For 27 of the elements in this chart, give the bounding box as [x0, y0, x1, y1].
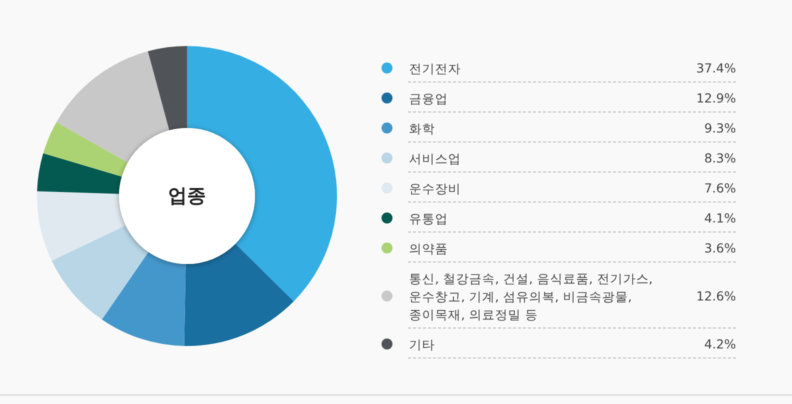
data-label: 8.3% — [704, 150, 736, 166]
legend-label: 금융업 — [409, 90, 448, 106]
donut-slice — [102, 252, 186, 346]
donut-slice — [37, 191, 126, 261]
legend-label: 기타 — [409, 336, 435, 352]
data-label: 12.9% — [696, 90, 736, 106]
donut-slice — [184, 244, 294, 346]
donut-slice — [37, 153, 122, 194]
donut-slice — [148, 46, 187, 130]
text: 업종 — [168, 185, 206, 207]
legend-label: 서비스업 — [409, 150, 461, 166]
data-label: 12.6% — [696, 288, 736, 304]
donut-slice — [56, 51, 170, 162]
data-label: 7.6% — [704, 180, 736, 196]
data-label: 3.6% — [704, 240, 736, 256]
legend-label: 전기전자 — [409, 60, 461, 76]
data-label: 4.2% — [704, 336, 736, 352]
data-label: 4.1% — [704, 210, 736, 226]
data-label: 9.3% — [704, 120, 736, 136]
legend-label: 의약품 — [409, 240, 448, 256]
legend-label: 통신, 철강금속, 건설, 음식료품, 전기가스, 운수창고, 기계, 섬유의복, 비금속광물, 종이목재, 의료정밀 등 — [409, 270, 653, 322]
data-label: 37.4% — [696, 60, 736, 76]
legend-label: 운수장비 — [409, 180, 461, 196]
donut-slice — [52, 225, 148, 320]
legend-label: 화학 — [409, 120, 435, 136]
donut-slice — [43, 122, 128, 177]
legend-label: 유통업 — [409, 210, 448, 226]
